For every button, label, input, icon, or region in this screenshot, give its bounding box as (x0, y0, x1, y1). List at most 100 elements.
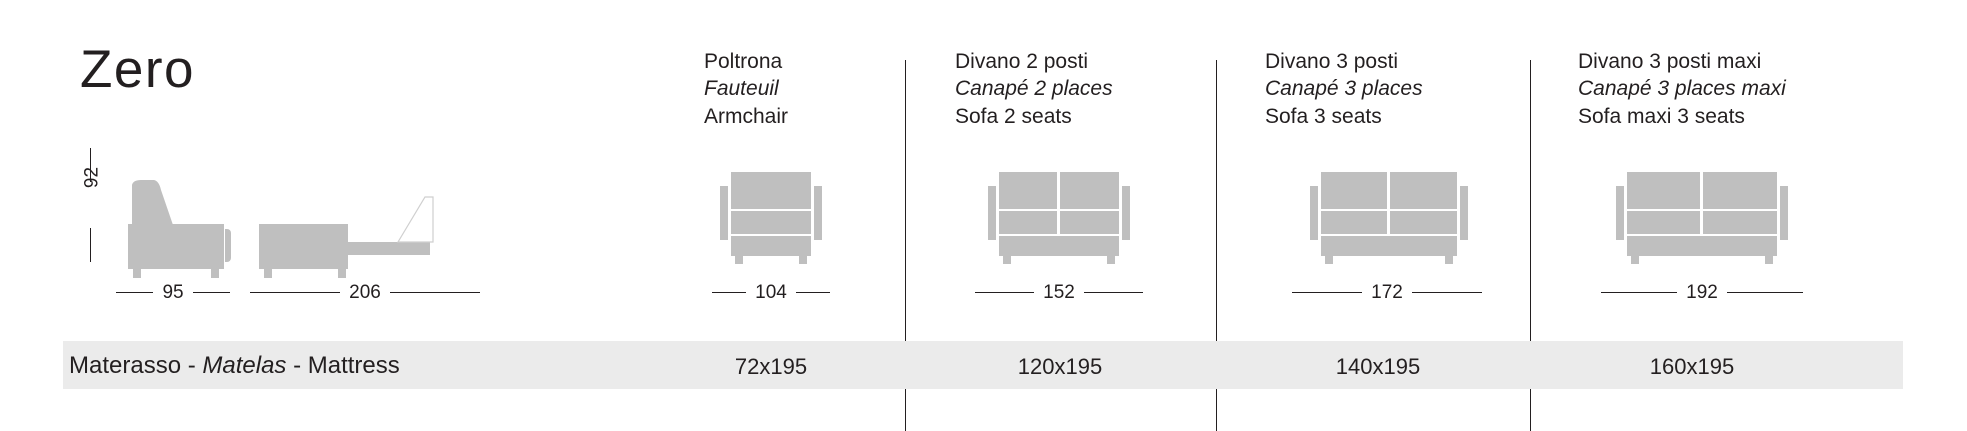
mattress-label-it: Materasso - (69, 352, 203, 379)
mattress-label-fr: Matelas (202, 352, 287, 379)
base-block (999, 236, 1119, 256)
mattress-size-sofa-2: 120x195 (1017, 354, 1103, 379)
arm-left (988, 186, 996, 240)
dim-line-left (1292, 291, 1363, 293)
dim-value: 95 (162, 281, 184, 303)
header-line-fr: Canapé 3 places maxi (1578, 77, 1786, 101)
base-block (731, 236, 811, 256)
folded-back-shape (396, 196, 434, 243)
foot-left (1631, 256, 1639, 264)
header-line-en: Sofa 3 seats (1265, 104, 1382, 128)
column-divider-3 (1530, 60, 1531, 431)
dim-value: 104 (755, 281, 787, 303)
mattress-row-label: Materasso - Matelas - Mattress (69, 352, 400, 380)
height-tick-top (90, 148, 91, 182)
header-line-it: Divano 3 posti maxi (1578, 50, 1762, 73)
base-block (1627, 236, 1777, 256)
dim-line-left (712, 291, 747, 293)
arm-right (1122, 186, 1130, 240)
foot-right-open (338, 269, 346, 278)
body-block-open (259, 224, 348, 269)
arm-right (814, 186, 822, 240)
dim-line-left (975, 291, 1035, 293)
dimension-206: 206 (250, 281, 481, 303)
dimension-width-armchair: 104 (712, 281, 831, 303)
foot-right (1765, 256, 1773, 264)
seat-cushion (731, 211, 811, 234)
arm-right (1460, 186, 1468, 240)
column-header-sofa-3: Divano 3 posti Canapé 3 places Sofa 3 se… (1265, 48, 1423, 130)
header-line-fr: Canapé 3 places (1265, 77, 1423, 101)
dim-line-right (389, 291, 481, 293)
mattress-size-sofa-3: 140x195 (1335, 354, 1421, 379)
height-dimension-label: 92 (81, 166, 103, 189)
column-divider-2 (1216, 60, 1217, 431)
dim-line-right (795, 291, 831, 293)
dim-value: 172 (1371, 281, 1403, 303)
header-line-fr: Canapé 2 places (955, 77, 1113, 101)
back-cushion-2 (1703, 172, 1777, 209)
dim-value: 206 (349, 281, 381, 303)
arm-right (1780, 186, 1788, 240)
mattress-row-band (63, 341, 1903, 389)
column-divider-1 (905, 60, 906, 431)
dim-line-left (1601, 291, 1678, 293)
seat-cushion-2 (1390, 211, 1457, 234)
foot-right (799, 256, 807, 264)
foot-right (1107, 256, 1115, 264)
column-header-armchair: Poltrona Fauteuil Armchair (704, 48, 788, 130)
seat-cushion-1 (1321, 211, 1387, 234)
header-line-it: Divano 2 posti (955, 50, 1089, 73)
dimension-width-sofa-3: 172 (1292, 281, 1483, 303)
mattress-size-sofa-3-maxi: 160x195 (1649, 354, 1735, 379)
foot-left (735, 256, 743, 264)
foot-right (1445, 256, 1453, 264)
dimension-95: 95 (116, 281, 231, 303)
foot-left (1003, 256, 1011, 264)
dim-line-right (192, 291, 231, 293)
seat-cushion-2 (1703, 211, 1777, 234)
arm-left (1310, 186, 1318, 240)
back-cushion-2 (1060, 172, 1119, 209)
seat-cushion-2 (1060, 211, 1119, 234)
back-cushion-1 (1321, 172, 1387, 209)
backrest-shape (132, 180, 173, 225)
seat-cushion-1 (1627, 211, 1700, 234)
body-block (128, 224, 224, 269)
dimension-width-sofa-3-maxi: 192 (1601, 281, 1804, 303)
header-line-it: Poltrona (704, 50, 783, 73)
back-cushion-2 (1390, 172, 1457, 209)
header-line-en: Armchair (704, 104, 789, 128)
back-cushion-1 (999, 172, 1057, 209)
foot-right (211, 269, 219, 278)
header-line-it: Divano 3 posti (1265, 50, 1399, 73)
column-header-sofa-3-maxi: Divano 3 posti maxi Canapé 3 places maxi… (1578, 48, 1786, 130)
header-line-en: Sofa 2 seats (955, 104, 1072, 128)
header-line-en: Sofa maxi 3 seats (1578, 104, 1745, 128)
foot-left-open (264, 269, 272, 278)
page-title: Zero (80, 40, 195, 99)
dim-value: 152 (1043, 281, 1075, 303)
header-line-fr: Fauteuil (704, 77, 779, 101)
dimension-width-sofa-2: 152 (975, 281, 1144, 303)
seat-cushion-1 (999, 211, 1057, 234)
back-cushion-1 (1627, 172, 1700, 209)
arm-left (1616, 186, 1624, 240)
dim-line-left (116, 291, 154, 293)
mattress-label-en: - Mattress (286, 352, 400, 379)
dim-line-left (250, 291, 341, 293)
bed-extension (348, 242, 430, 255)
dim-line-right (1726, 291, 1804, 293)
dim-line-right (1411, 291, 1483, 293)
back-cushion (731, 172, 811, 209)
foot-left (1325, 256, 1333, 264)
dim-line-right (1083, 291, 1144, 293)
foot-left (133, 269, 141, 278)
arm-edge (225, 229, 231, 262)
height-tick-bottom (90, 228, 91, 262)
dim-value: 192 (1686, 281, 1718, 303)
base-block (1321, 236, 1457, 256)
column-header-sofa-2: Divano 2 posti Canapé 2 places Sofa 2 se… (955, 48, 1113, 130)
mattress-size-armchair: 72x195 (734, 354, 808, 379)
